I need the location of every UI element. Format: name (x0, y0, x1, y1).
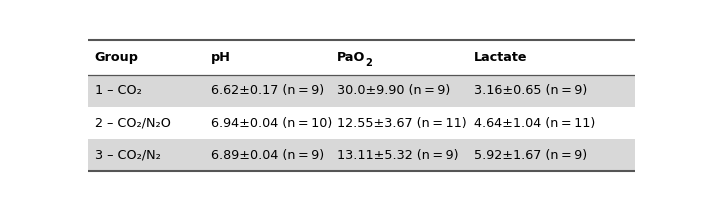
Text: 2 – CO₂/N₂O: 2 – CO₂/N₂O (95, 116, 171, 130)
Text: 30.0±9.90 (n = 9): 30.0±9.90 (n = 9) (337, 84, 450, 97)
Text: 13.11±5.32 (n = 9): 13.11±5.32 (n = 9) (337, 149, 459, 162)
Text: 6.89±0.04 (n = 9): 6.89±0.04 (n = 9) (211, 149, 325, 162)
Text: Group: Group (95, 51, 139, 64)
Text: PaO: PaO (337, 51, 366, 64)
Text: 12.55±3.67 (n = 11): 12.55±3.67 (n = 11) (337, 116, 467, 130)
Text: 2: 2 (366, 58, 373, 68)
Bar (88, 75, 635, 107)
Bar (88, 107, 635, 139)
Text: 3 – CO₂/N₂: 3 – CO₂/N₂ (95, 149, 161, 162)
Text: 6.62±0.17 (n = 9): 6.62±0.17 (n = 9) (211, 84, 325, 97)
Bar (88, 139, 635, 171)
Text: 3.16±0.65 (n = 9): 3.16±0.65 (n = 9) (474, 84, 587, 97)
Text: 6.94±0.04 (n = 10): 6.94±0.04 (n = 10) (211, 116, 333, 130)
Text: pH: pH (211, 51, 232, 64)
Text: 1 – CO₂: 1 – CO₂ (95, 84, 142, 97)
Text: Lactate: Lactate (474, 51, 527, 64)
Text: 4.64±1.04 (n = 11): 4.64±1.04 (n = 11) (474, 116, 595, 130)
Text: 5.92±1.67 (n = 9): 5.92±1.67 (n = 9) (474, 149, 587, 162)
